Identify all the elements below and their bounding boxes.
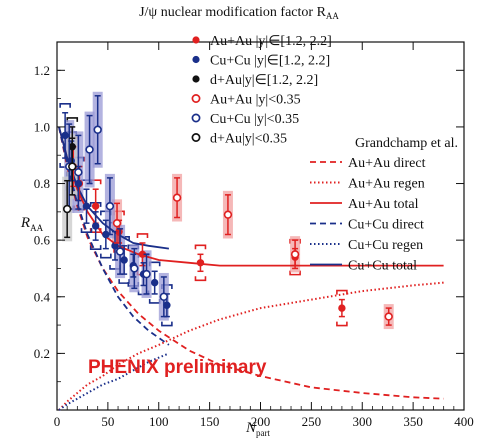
curve-au-au-regen [58,281,444,411]
x-tick-label: 100 [149,414,169,429]
data-point-cu-cu-y-0-35 [85,145,94,154]
chart-title-text: J/ψ nuclear modification factor RAA [139,5,339,21]
data-point-cu-cu-y-1-2-2-2- [91,222,100,230]
legend-marker [191,113,201,123]
syst-bracket [336,289,348,327]
theory-legend-label: Cu+Cu direct [348,218,424,233]
legend-label: Cu+Cu |y|∈[1.2, 2.2] [210,54,330,69]
legend-marker [192,36,200,44]
legend-marker [191,133,201,142]
theory-legend-label: Au+Au direct [348,156,426,171]
data-point-cu-cu-y-1-2-2-2- [150,278,159,287]
data-point-cu-cu-y-0-35 [93,125,102,134]
y-tick-label: 0.2 [34,346,50,361]
legend-marker [191,94,201,103]
y-tick-label: 1.2 [34,63,50,78]
x-tick-label: 350 [403,414,423,429]
data-point-cu-cu-y-0-35 [130,264,139,273]
legend-label: d+Au|y|∈[1.2, 2.2] [210,73,318,88]
legend-label: Cu+Cu |y|<0.35 [210,112,299,127]
theory-legend-header: Grandchamp et al. [355,136,458,151]
data-point-au-au-y-1-2-2-2- [196,259,205,267]
data-point-au-au-y-0-35 [223,210,233,219]
y-axis-label: RAA [20,215,44,233]
data-point-au-au-y-1-2-2-2- [91,202,100,210]
x-tick-label: 250 [302,414,322,429]
legend-label: Au+Au |y|<0.35 [210,93,301,108]
theory-legend-label: Cu+Cu regen [348,238,423,253]
legend-marker [192,55,200,64]
theory-legend-label: Cu+Cu total [348,259,417,274]
phenix-preliminary-annotation: PHENIX preliminary [88,357,267,378]
data-point-d-au-y-0-35 [68,162,77,171]
y-tick-label: 0.8 [34,176,50,191]
x-tick-label: 150 [200,414,220,429]
x-tick-label: 200 [251,414,271,429]
x-tick-label: 300 [353,414,373,429]
data-point-cu-cu-y-0-35 [105,201,115,211]
data-point-au-au-y-1-2-2-2- [338,304,346,312]
curve-cu-cu-regen [58,352,170,411]
syst-bracket [194,244,207,282]
data-point-au-au-y-0-35 [112,218,122,228]
x-tick-label: 0 [54,414,61,429]
data-point-cu-cu-y-0-35 [159,292,169,301]
chart-title: J/ψ nuclear modification factor RAA [139,5,339,21]
data-point-cu-cu-y-1-2-2-2- [163,301,171,309]
x-axis-label: Npart [245,420,271,438]
data-point-cu-cu-y-0-35 [115,247,125,256]
y-tick-label: 1.0 [34,119,50,134]
x-tick-label: 50 [101,414,114,429]
theory-legend-label: Au+Au regen [348,177,425,192]
x-tick-label: 400 [454,414,474,429]
data-point-cu-cu-y-1-2-2-2- [82,202,91,210]
data-point-au-au-y-0-35 [172,193,182,202]
data-point-au-au-y-0-35 [384,312,393,321]
legend-label: Au+Au |y|∈[1.2, 2.2] [210,34,332,49]
y-tick-label: 0.6 [34,233,51,248]
data-point-cu-cu-y-0-35 [74,168,83,177]
data-point-cu-cu-y-0-35 [142,269,151,279]
theory-legend-label: Au+Au total [348,197,419,212]
data-point-d-au-y-0-35 [62,204,72,214]
data-point-cu-cu-y-1-2-2-2- [61,131,69,140]
legend-marker [192,75,200,83]
data-point-cu-cu-y-1-2-2-2- [120,256,128,264]
legend-label: d+Au|y|<0.35 [210,132,287,147]
y-tick-label: 0.4 [34,289,51,304]
curve-au-au-total [58,126,444,267]
data-point-au-au-y-0-35 [290,250,300,259]
